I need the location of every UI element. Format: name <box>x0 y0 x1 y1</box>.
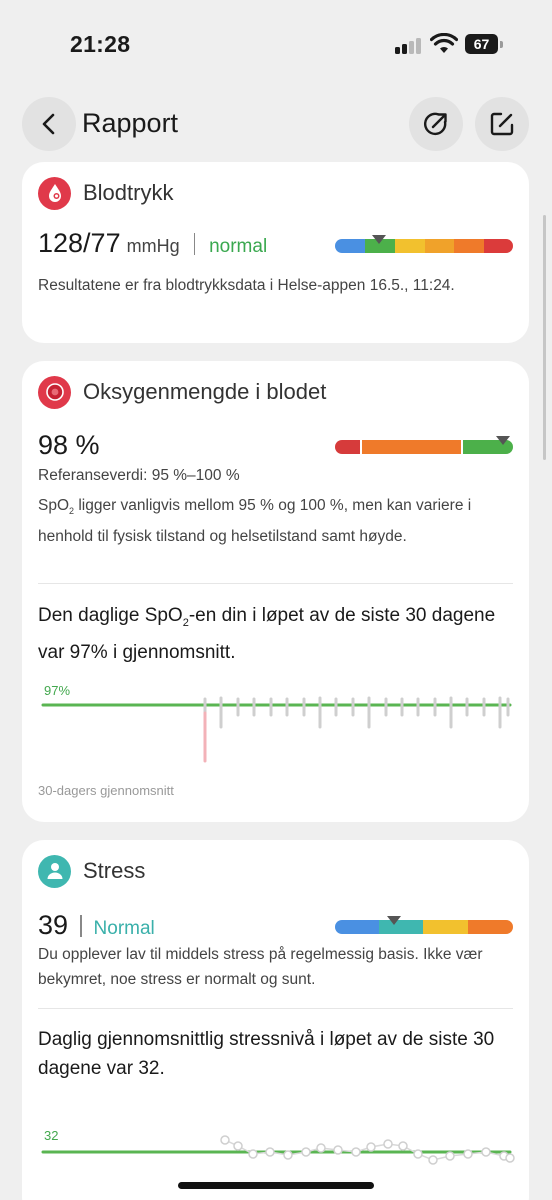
person-icon <box>38 854 71 888</box>
oxygen-card[interactable]: Oksygenmengde i blodet 98 % Referansever… <box>22 361 529 822</box>
stress-gauge-marker <box>387 916 401 925</box>
daily-point <box>428 1155 438 1165</box>
daily-point <box>301 1147 311 1157</box>
stress-note: Du opplever lav til middels stress på re… <box>38 946 483 988</box>
daily-point <box>366 1142 376 1152</box>
status-time: 21:28 <box>70 31 131 57</box>
daily-point <box>445 1151 455 1161</box>
oxygen-cell-icon <box>38 375 71 409</box>
page-title: Rapport <box>82 108 179 138</box>
share-icon <box>423 112 447 136</box>
stress-status: Normal <box>93 918 155 939</box>
battery-icon: 67 <box>465 34 503 54</box>
stress-reading: 39 Normal <box>38 910 155 941</box>
blood-pressure-title-row: Blodtrykk <box>38 176 173 210</box>
blood-pressure-status: normal <box>209 236 268 257</box>
stress-summary: Daglig gjennomsnittlig stressnivå i løpe… <box>38 1029 495 1079</box>
daily-point <box>463 1149 473 1159</box>
oxygen-gauge <box>335 440 513 454</box>
daily-point <box>351 1147 361 1157</box>
oxygen-title-row: Oksygenmengde i blodet <box>38 375 326 409</box>
oxygen-chart-caption: 30-dagers gjennomsnitt <box>38 783 174 798</box>
battery-level: 67 <box>465 34 498 54</box>
oxygen-gauge-marker <box>496 436 510 445</box>
oxygen-divider <box>38 583 513 584</box>
daily-point <box>333 1145 343 1155</box>
stress-title: Stress <box>83 858 146 883</box>
blood-pressure-note: Resultatene er fra blodtrykksdata i Hels… <box>38 277 455 294</box>
stress-daily-chart <box>41 1135 515 1165</box>
daily-point <box>505 1153 515 1163</box>
oxygen-value: 98 % <box>38 430 100 460</box>
blood-pressure-title: Blodtrykk <box>83 180 174 205</box>
daily-point <box>316 1143 326 1153</box>
edit-button[interactable] <box>475 97 529 151</box>
blood-pressure-gauge <box>335 239 513 253</box>
daily-point <box>233 1141 243 1151</box>
share-button[interactable] <box>409 97 463 151</box>
scrollbar[interactable] <box>543 215 546 460</box>
cellular-signal-icon <box>395 36 423 54</box>
daily-point <box>248 1149 258 1159</box>
daily-point <box>283 1150 293 1160</box>
oxygen-note: SpO2 ligger vanligvis mellom 95 % og 100… <box>38 497 472 546</box>
status-bar: 21:28 67 <box>0 0 552 90</box>
home-indicator[interactable] <box>178 1182 374 1189</box>
stress-gauge <box>335 920 513 934</box>
blood-pressure-value: 128/77 <box>38 228 121 258</box>
header: Rapport <box>0 96 552 152</box>
stress-value: 39 <box>38 910 69 940</box>
daily-point <box>220 1135 230 1145</box>
stress-title-row: Stress <box>38 854 145 888</box>
wifi-icon <box>430 33 458 53</box>
oxygen-daily-chart <box>41 696 512 763</box>
stress-card[interactable]: Stress 39 Normal Du opplever lav til midd… <box>22 840 529 1200</box>
oxygen-reference: Referanseverdi: 95 %–100 % <box>38 467 240 484</box>
daily-point <box>481 1147 491 1157</box>
blood-pressure-unit: mmHg <box>126 236 180 256</box>
daily-point <box>383 1139 393 1149</box>
edit-icon <box>490 112 514 136</box>
stress-average-label: 32 <box>44 1128 59 1143</box>
daily-point <box>413 1149 423 1159</box>
blood-pressure-gauge-marker <box>372 235 386 244</box>
oxygen-title: Oksygenmengde i blodet <box>83 379 327 404</box>
blood-pressure-card[interactable]: Blodtrykk 128/77 mmHg normal Resultatene e… <box>22 162 529 343</box>
daily-point <box>398 1141 408 1151</box>
daily-point <box>265 1147 275 1157</box>
blood-drop-icon <box>38 176 71 210</box>
oxygen-summary: Den daglige SpO2-en din i løpet av de si… <box>38 605 496 663</box>
blood-pressure-reading: 128/77 mmHg normal <box>38 228 267 259</box>
stress-divider <box>38 1008 513 1009</box>
oxygen-average-label: 97% <box>44 683 71 698</box>
back-button[interactable] <box>22 97 76 151</box>
chevron-left-icon <box>42 113 55 135</box>
